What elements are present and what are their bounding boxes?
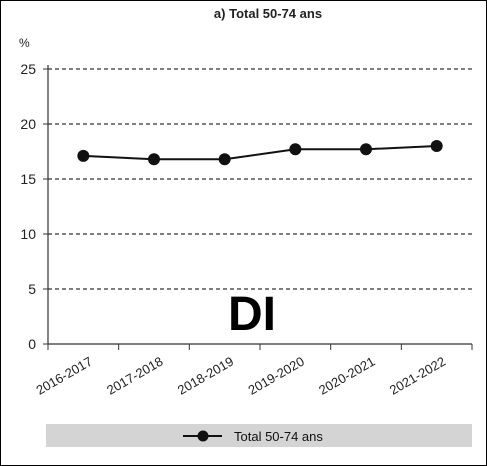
y-tick-label: 0 [28,336,36,352]
y-axis-unit: % [19,36,30,50]
x-tick-label: 2020-2021 [316,354,377,398]
data-point [77,149,90,162]
y-tick-label: 15 [20,171,36,187]
legend-point-marker [197,430,209,442]
series-line [83,145,437,161]
y-tick-label: 10 [20,226,36,242]
y-tick-label: 25 [20,61,36,77]
annotation-di: DI [228,288,276,341]
data-point [360,143,372,156]
y-tick-label: 5 [28,281,36,297]
y-tick-labels: 0 5 10 15 20 25 [20,61,36,352]
data-point [148,153,160,166]
legend-box [46,424,472,447]
legend: Total 50-74 ans [46,424,472,447]
x-tick-label: 2021-2022 [387,354,448,398]
x-tick-labels: 2016-2017 2017-2018 2018-2019 2019-2020 2020… [33,354,448,398]
legend-label: Total 50-74 ans [234,429,323,444]
x-tick-label: 2016-2017 [33,354,94,398]
data-point [289,143,302,156]
axes [43,65,473,350]
x-tick-label: 2018-2019 [175,354,236,398]
data-point [218,153,231,166]
data-point [430,140,443,152]
chart-title: a) Total 50-74 ans [214,6,322,21]
x-tick-label: 2017-2018 [104,354,165,398]
y-tick-label: 20 [20,116,36,132]
gridlines [48,68,472,290]
series-total-50-74 [77,140,443,166]
x-tick-label: 2019-2020 [245,354,306,398]
